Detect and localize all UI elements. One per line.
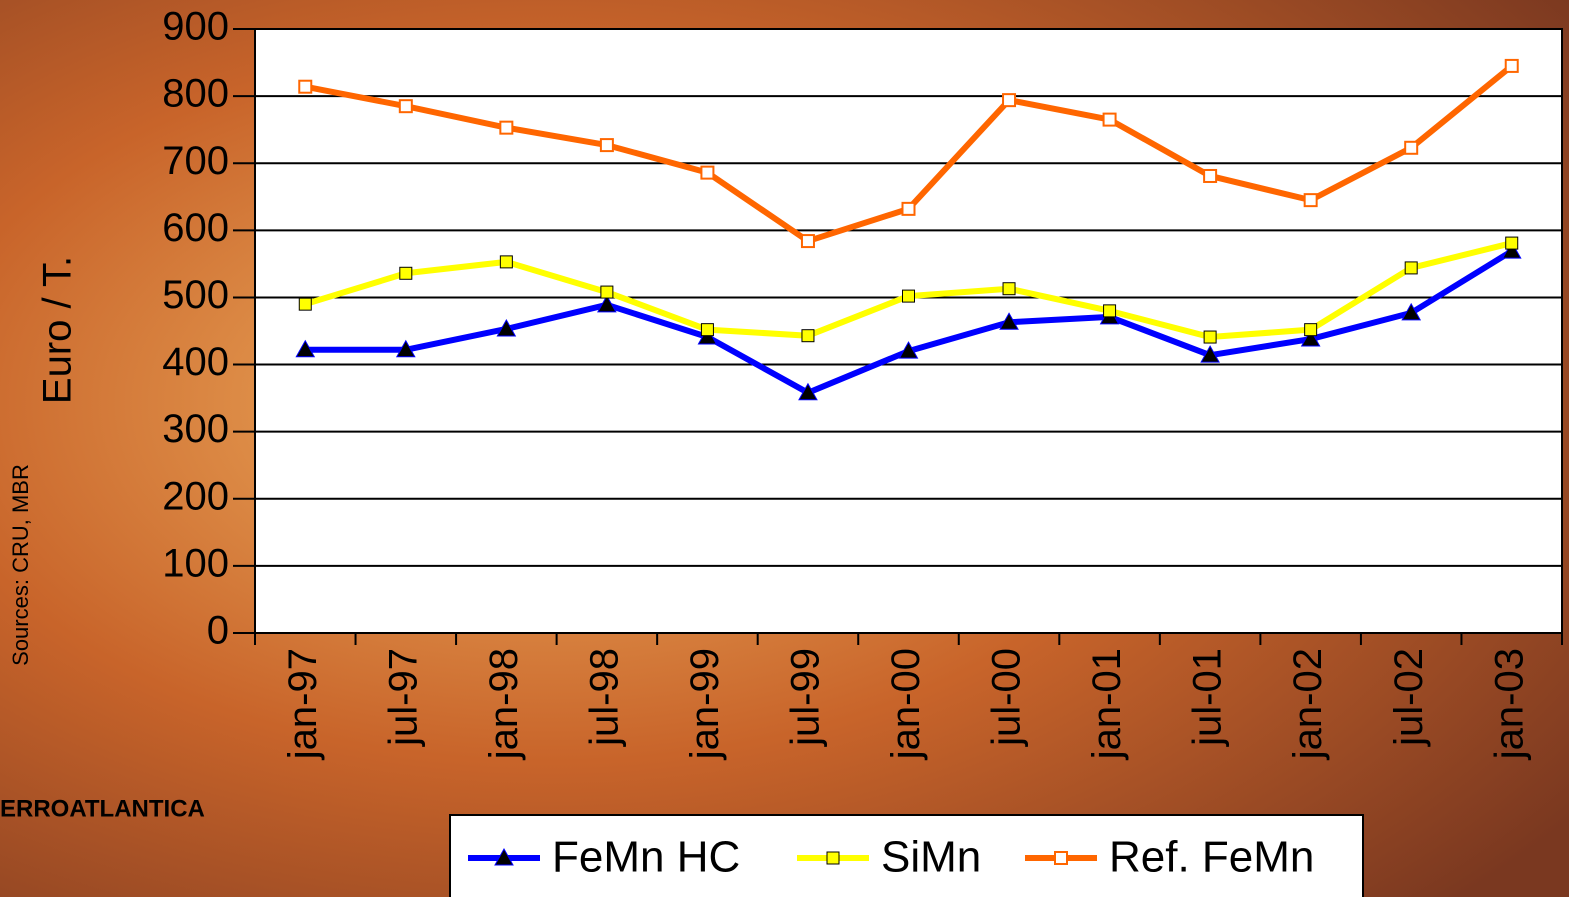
legend-label: FeMn HC	[552, 833, 740, 882]
y-tick-label: 700	[162, 139, 229, 183]
legend	[449, 814, 1364, 897]
marker	[1404, 140, 1419, 155]
marker	[1505, 236, 1519, 250]
marker	[898, 341, 919, 359]
marker	[1200, 345, 1220, 363]
y-tick-label: 800	[162, 72, 229, 116]
plot-area	[254, 28, 1563, 634]
marker	[1501, 241, 1522, 259]
y-axis-label: Euro / T.	[36, 256, 80, 404]
x-tick-label: jan-00	[884, 648, 928, 760]
marker	[902, 289, 915, 303]
x-tick-label: jul-00	[985, 648, 1029, 747]
y-tick-label: 0	[207, 609, 229, 653]
marker	[494, 847, 514, 866]
marker	[1401, 302, 1422, 321]
x-tick-label: jan-01	[1085, 648, 1129, 760]
marker	[1203, 168, 1218, 183]
x-tick-label: jul-99	[784, 648, 828, 747]
x-tick-label: jan-03	[1487, 648, 1531, 760]
marker	[1054, 851, 1068, 865]
marker	[398, 99, 413, 114]
legend-label: Ref. FeMn	[1109, 833, 1314, 882]
x-tick-label: jan-02	[1286, 648, 1330, 760]
marker	[999, 312, 1019, 330]
x-tick-label: jul-02	[1387, 648, 1431, 747]
marker	[1304, 323, 1318, 337]
marker	[600, 285, 614, 299]
marker	[826, 851, 840, 865]
x-tick-label: jan-97	[281, 648, 325, 760]
marker	[295, 339, 316, 358]
y-tick-label: 600	[162, 206, 229, 250]
marker	[298, 79, 313, 94]
brand: ERROATLANTICA	[0, 795, 205, 822]
marker	[1504, 58, 1519, 73]
marker	[901, 201, 916, 216]
y-tick-label: 200	[162, 474, 229, 518]
marker	[499, 255, 513, 269]
marker	[298, 297, 312, 311]
x-tick-label: jan-99	[683, 648, 727, 760]
marker	[801, 329, 815, 343]
source-note: Sources: CRU, MBR	[8, 464, 33, 666]
y-tick-label: 900	[162, 5, 229, 49]
legend-label: SiMn	[881, 833, 981, 882]
y-tick-label: 300	[162, 407, 229, 451]
x-tick-label: jul-01	[1186, 648, 1230, 747]
marker	[1102, 112, 1117, 127]
marker	[1303, 193, 1318, 208]
marker	[1002, 282, 1016, 296]
marker	[800, 234, 815, 249]
y-tick-label: 400	[162, 340, 229, 384]
marker	[597, 294, 617, 313]
marker	[700, 323, 714, 337]
marker	[1203, 330, 1217, 344]
marker	[1002, 93, 1017, 108]
marker	[1300, 329, 1321, 347]
y-tick-label: 100	[162, 541, 229, 585]
marker	[496, 318, 517, 337]
marker	[798, 382, 818, 401]
marker	[1103, 304, 1117, 318]
x-tick-label: jul-97	[381, 648, 425, 747]
y-tick-label: 500	[162, 273, 229, 317]
marker	[499, 120, 514, 135]
marker	[700, 165, 715, 180]
marker	[1404, 261, 1418, 275]
marker	[399, 266, 413, 280]
marker	[395, 339, 416, 358]
x-tick-label: jul-98	[582, 648, 626, 747]
marker	[599, 138, 614, 153]
x-tick-label: jan-98	[482, 648, 526, 760]
